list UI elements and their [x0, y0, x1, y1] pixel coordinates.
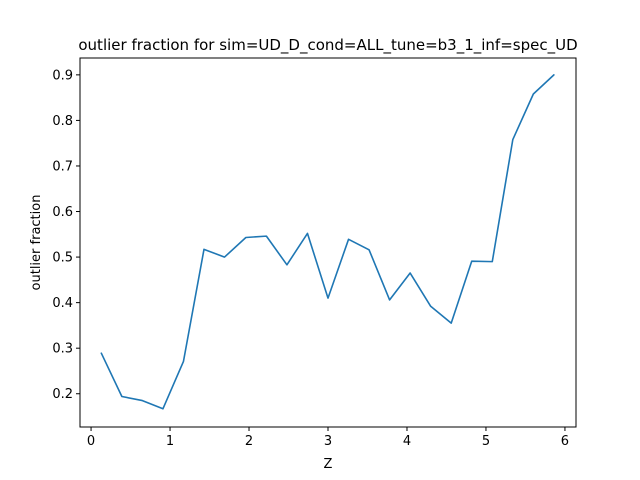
y-axis-label: outlier fraction — [29, 195, 44, 291]
chart-title: outlier fraction for sim=UD_D_cond=ALL_t… — [78, 36, 577, 55]
y-tick-label: 0.2 — [52, 387, 73, 402]
data-point — [101, 352, 103, 354]
data-point — [430, 305, 432, 307]
data-point — [553, 74, 555, 76]
data-point — [368, 249, 370, 251]
data-point — [307, 233, 309, 235]
data-point — [327, 297, 329, 299]
y-tick-label: 0.6 — [52, 205, 73, 220]
series-line — [100, 74, 555, 410]
y-tick-label: 0.4 — [52, 296, 73, 311]
data-point — [450, 322, 452, 324]
x-tick-label: 2 — [245, 434, 253, 449]
y-tick-label: 0.8 — [52, 114, 73, 129]
x-axis-label: Z — [324, 457, 333, 472]
axes-frame — [79, 57, 577, 428]
data-point — [286, 264, 288, 266]
data-point — [245, 237, 247, 239]
x-tick-label: 0 — [87, 434, 95, 449]
data-point — [203, 249, 205, 251]
data-point — [266, 235, 268, 237]
x-tick-label: 5 — [482, 434, 490, 449]
x-tick-label: 3 — [324, 434, 332, 449]
data-point — [491, 261, 493, 263]
data-point — [389, 299, 391, 301]
data-point — [471, 260, 473, 262]
plot-area: 0 1 2 3 4 5 6 0.2 0.3 0.4 0.5 0.6 0.7 0.8 0.9 — [52, 68, 569, 449]
data-point — [348, 239, 350, 241]
x-tick-label: 6 — [561, 434, 569, 449]
data-point — [533, 93, 535, 95]
data-point — [121, 396, 123, 398]
data-point — [162, 408, 164, 410]
y-tick-label: 0.5 — [52, 251, 73, 266]
data-point — [512, 139, 514, 141]
data-point — [142, 400, 144, 402]
data-point — [224, 256, 226, 258]
y-tick-label: 0.7 — [52, 159, 73, 174]
x-tick-label: 1 — [166, 434, 174, 449]
data-point — [183, 361, 185, 363]
data-point — [409, 272, 411, 274]
y-tick-label: 0.3 — [52, 342, 73, 357]
x-tick-label: 4 — [403, 434, 411, 449]
y-tick-label: 0.9 — [52, 68, 73, 83]
